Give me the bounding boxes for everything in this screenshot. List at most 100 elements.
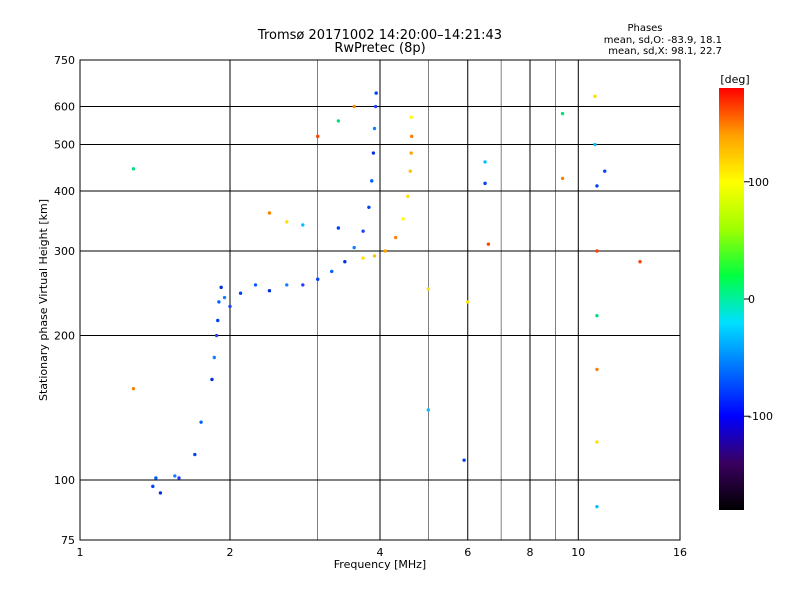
data-point — [253, 283, 258, 287]
chart-subtitle: RwPretec (8p) — [334, 41, 425, 56]
colorbar-tick-label: 0 — [748, 293, 755, 306]
data-points — [131, 91, 642, 509]
y-axis-ticks: 75 100 200 300 400 500 600 750 — [54, 54, 75, 547]
data-point — [560, 176, 565, 181]
data-point — [343, 260, 347, 264]
data-point — [301, 223, 305, 227]
data-point — [238, 291, 243, 295]
data-point — [466, 300, 470, 304]
data-point — [216, 318, 220, 323]
y-tick-label: 500 — [54, 139, 75, 152]
stats-o-mode: mean, sd,O: -83.9, 18.1 — [604, 35, 722, 46]
data-point — [173, 474, 177, 478]
data-point — [483, 181, 487, 186]
x-tick-label: 2 — [227, 546, 234, 559]
data-point — [593, 142, 597, 147]
data-point — [158, 491, 163, 495]
stats-x-mode: mean, sd,X: 98.1, 22.7 — [608, 46, 722, 57]
x-tick-label: 4 — [377, 546, 384, 559]
colorbar-tick-label: -100 — [748, 410, 773, 423]
data-point — [222, 295, 227, 300]
data-point — [316, 277, 320, 281]
chart-title: Tromsø 20171002 14:20:00–14:21:43 — [257, 28, 502, 43]
data-point — [393, 235, 398, 240]
data-point — [193, 452, 197, 457]
data-point — [214, 333, 219, 338]
data-point — [301, 283, 305, 287]
y-tick-label: 400 — [54, 185, 75, 198]
x-tick-label: 1 — [77, 546, 84, 559]
x-axis-label: Frequency [MHz] — [334, 558, 426, 571]
data-point — [228, 304, 232, 309]
data-point — [409, 151, 413, 155]
data-point — [336, 119, 341, 123]
data-point — [408, 169, 412, 173]
data-point — [374, 91, 378, 95]
data-point — [383, 249, 388, 253]
data-point — [603, 169, 607, 173]
y-axis-label: Stationary phase Virtual Height [km] — [37, 199, 50, 401]
data-point — [638, 260, 642, 264]
data-point — [219, 285, 223, 290]
data-point — [131, 167, 136, 171]
data-point — [373, 104, 378, 109]
data-point — [199, 420, 203, 424]
data-point — [285, 283, 289, 287]
x-tick-label: 6 — [464, 546, 471, 559]
data-point — [330, 269, 334, 274]
data-point — [595, 367, 599, 372]
data-point — [595, 440, 599, 444]
data-point — [212, 355, 216, 360]
data-point — [426, 287, 430, 291]
data-point — [367, 205, 371, 209]
plot-frame — [79, 59, 681, 541]
grid — [80, 60, 680, 540]
data-point — [316, 134, 320, 139]
data-point — [560, 111, 565, 116]
data-point — [486, 242, 491, 246]
y-tick-label: 600 — [54, 101, 75, 114]
colorbar-label: [deg] — [720, 73, 749, 86]
data-point — [483, 160, 487, 164]
x-tick-label: 16 — [673, 546, 687, 559]
data-point — [401, 217, 405, 221]
data-point — [151, 484, 155, 489]
data-point — [593, 94, 597, 99]
data-point — [371, 151, 376, 155]
data-point — [595, 249, 599, 253]
data-point — [372, 254, 377, 258]
x-tick-label: 10 — [571, 546, 585, 559]
colorbar — [719, 88, 744, 510]
colorbar-tick-label: 100 — [748, 176, 769, 189]
x-tick-label: 8 — [527, 546, 534, 559]
data-point — [595, 184, 599, 188]
y-tick-label: 100 — [54, 474, 75, 487]
data-point — [372, 126, 377, 131]
y-tick-label: 200 — [54, 330, 75, 343]
data-point — [462, 458, 466, 462]
y-tick-label: 300 — [54, 245, 75, 258]
data-point — [406, 194, 410, 199]
data-point — [595, 313, 599, 318]
data-point — [361, 229, 365, 233]
data-point — [285, 220, 289, 224]
data-point — [210, 377, 214, 382]
data-point — [370, 179, 374, 183]
data-point — [217, 300, 221, 304]
data-point — [426, 408, 430, 412]
y-tick-label: 750 — [54, 54, 75, 67]
data-point — [267, 288, 272, 293]
colorbar-ticks: 100 0 -100 — [744, 176, 773, 423]
data-point — [336, 226, 341, 230]
data-point — [154, 476, 158, 480]
y-tick-label: 75 — [61, 534, 75, 547]
stats-title: Phases — [627, 23, 662, 34]
data-point — [409, 134, 414, 139]
x-axis-ticks: 1 2 4 6 8 10 16 — [77, 546, 688, 559]
data-point — [352, 104, 356, 109]
data-point — [595, 504, 599, 509]
data-point — [409, 115, 413, 119]
data-point — [131, 386, 136, 391]
data-point — [361, 256, 365, 260]
data-point — [267, 211, 272, 215]
